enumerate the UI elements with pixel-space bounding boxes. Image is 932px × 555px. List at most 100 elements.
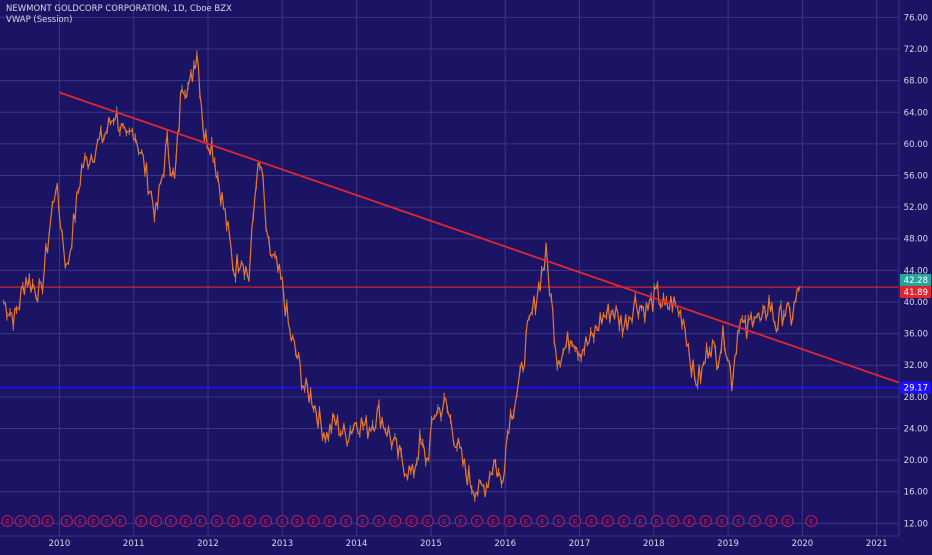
earnings-marker (291, 515, 304, 527)
earnings-marker (634, 515, 647, 527)
earnings-marker (60, 515, 73, 527)
price-series (3, 50, 801, 502)
price-badge-label: 42.28 (904, 276, 928, 286)
x-tick-label: 2020 (792, 539, 814, 549)
earnings-marker (765, 515, 778, 527)
earnings-marker-label: E (198, 518, 202, 526)
earnings-marker (259, 515, 272, 527)
earnings-marker (699, 515, 712, 527)
earnings-marker-label: E (507, 518, 511, 526)
horizontal-levels (0, 286, 899, 389)
chart-legend: NEWMONT GOLDCORP CORPORATION, 1D, Cboe B… (6, 4, 232, 26)
earnings-marker (389, 515, 402, 527)
earnings-marker-label: E (458, 518, 462, 526)
earnings-marker (150, 515, 163, 527)
earnings-marker (323, 515, 336, 527)
earnings-marker (227, 515, 240, 527)
earnings-marker (454, 515, 467, 527)
earnings-marker (650, 515, 663, 527)
y-tick-label: 20.00 (904, 456, 928, 466)
earnings-marker (372, 515, 385, 527)
earnings-marker (667, 515, 680, 527)
earnings-marker (601, 515, 614, 527)
earnings-marker (536, 515, 549, 527)
earnings-marker (87, 515, 100, 527)
earnings-marker (243, 515, 256, 527)
grid (0, 0, 899, 536)
earnings-marker-label: E (491, 518, 495, 526)
earnings-marker (100, 515, 113, 527)
earnings-marker (503, 515, 516, 527)
y-tick-label: 16.00 (904, 488, 928, 498)
earnings-marker-label: E (105, 518, 109, 526)
x-tick-label: 2016 (494, 539, 516, 549)
x-tick-label: 2011 (123, 539, 145, 549)
earnings-marker-label: E (809, 518, 813, 526)
earnings-marker-label: E (442, 518, 446, 526)
earnings-marker-label: E (377, 518, 381, 526)
earnings-marker (14, 515, 27, 527)
y-tick-label: 76.00 (904, 13, 928, 23)
earnings-marker (520, 515, 533, 527)
y-tick-label: 40.00 (904, 298, 928, 308)
price-badge (900, 381, 931, 394)
earnings-marker (618, 515, 631, 527)
x-tick-label: 2021 (866, 539, 888, 549)
price-badge-label: 41.89 (904, 288, 928, 298)
earnings-marker-label: E (19, 518, 23, 526)
earnings-marker-label: E (169, 518, 173, 526)
y-tick-label: 52.00 (904, 203, 928, 213)
earnings-marker-label: E (622, 518, 626, 526)
y-tick-label: 60.00 (904, 140, 928, 150)
earnings-marker (28, 515, 41, 527)
y-tick-label: 68.00 (904, 77, 928, 87)
x-tick-label: 2018 (643, 539, 665, 549)
earnings-marker (114, 515, 127, 527)
symbol-title[interactable]: NEWMONT GOLDCORP CORPORATION, 1D, Cboe B… (6, 4, 232, 14)
earnings-marker (552, 515, 565, 527)
earnings-marker-label: E (573, 518, 577, 526)
earnings-marker-label: E (393, 518, 397, 526)
x-tick-label: 2010 (49, 539, 71, 549)
earnings-marker-label: E (409, 518, 413, 526)
y-tick-label: 24.00 (904, 424, 928, 434)
price-axis[interactable]: 12.00 16.00 20.00 24.00 28.00 32.00 36.00 40.00… (898, 0, 932, 550)
earnings-marker (438, 515, 451, 527)
earnings-marker-label: E (426, 518, 430, 526)
time-axis[interactable]: 2010 2011 2012 2013 2014 2015 2016 2017 2018 2019… (0, 535, 899, 549)
earnings-marker (194, 515, 207, 527)
earnings-marker-label: E (139, 518, 143, 526)
y-tick-label: 32.00 (904, 361, 928, 371)
price-line (3, 53, 801, 499)
earnings-marker-label: E (91, 518, 95, 526)
earnings-marker (683, 515, 696, 527)
y-tick-label: 64.00 (904, 108, 928, 118)
price-badge-label: 29.17 (904, 384, 928, 394)
earnings-marker-label: E (720, 518, 724, 526)
earnings-marker-label: E (231, 518, 235, 526)
earnings-marker (179, 515, 192, 527)
earnings-marker (487, 515, 500, 527)
earnings-marker-label: E (78, 518, 82, 526)
x-tick-label: 2014 (346, 539, 368, 549)
earnings-marker (164, 515, 177, 527)
y-tick-label: 56.00 (904, 172, 928, 182)
indicator-label[interactable]: VWAP (Session) (6, 15, 73, 25)
earnings-marker-label: E (5, 518, 9, 526)
x-tick-label: 2017 (569, 539, 591, 549)
earnings-marker-label: E (32, 518, 36, 526)
earnings-marker-label: E (704, 518, 708, 526)
y-tick-label: 28.00 (904, 393, 928, 403)
earnings-marker-label: E (687, 518, 691, 526)
earnings-marker-label: E (785, 518, 789, 526)
earnings-marker (307, 515, 320, 527)
earnings-marker-label: E (154, 518, 158, 526)
earnings-marker-label: E (540, 518, 544, 526)
earnings-marker (716, 515, 729, 527)
price-badge (900, 273, 931, 286)
x-tick-label: 2013 (272, 539, 294, 549)
